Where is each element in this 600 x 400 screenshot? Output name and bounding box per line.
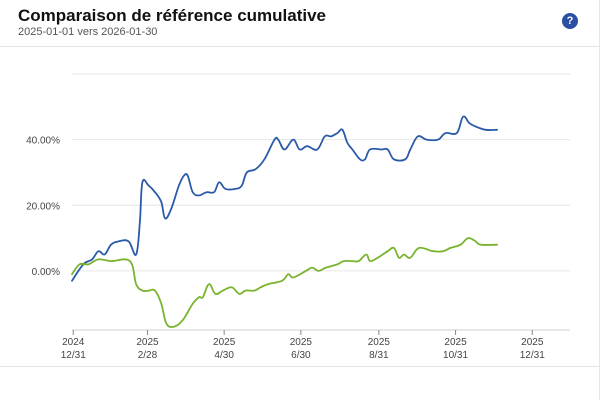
y-tick-label: 0.00% — [32, 267, 60, 278]
series-line-portfolio — [71, 115, 498, 282]
footer-divider — [0, 366, 600, 367]
x-tick-year-label: 2025 — [368, 337, 391, 348]
x-tick-year-label: 2024 — [62, 337, 85, 348]
x-tick-year-label: 2025 — [290, 337, 313, 348]
x-tick-year-label: 2025 — [521, 337, 544, 348]
y-tick-label: 40.00% — [26, 136, 60, 147]
x-tick-date-label: 2/28 — [138, 350, 158, 361]
x-tick-year-label: 2025 — [444, 337, 467, 348]
date-range-subtitle: 2025-01-01 vers 2026-01-30 — [18, 26, 158, 38]
x-tick-year-label: 2025 — [136, 337, 159, 348]
x-tick-date-label: 6/30 — [291, 350, 311, 361]
x-tick-date-label: 12/31 — [520, 350, 545, 361]
x-tick-date-label: 12/31 — [61, 350, 86, 361]
page-title: Comparaison de référence cumulative — [18, 6, 327, 25]
help-icon[interactable]: ? — [562, 13, 578, 29]
x-tick-date-label: 10/31 — [443, 350, 468, 361]
x-tick-date-label: 8/31 — [369, 350, 389, 361]
series-line-benchmark — [71, 237, 498, 328]
x-tick-year-label: 2025 — [213, 337, 236, 348]
y-tick-label: 20.00% — [26, 201, 60, 212]
header-divider — [0, 46, 600, 47]
x-tick-date-label: 4/30 — [214, 350, 234, 361]
